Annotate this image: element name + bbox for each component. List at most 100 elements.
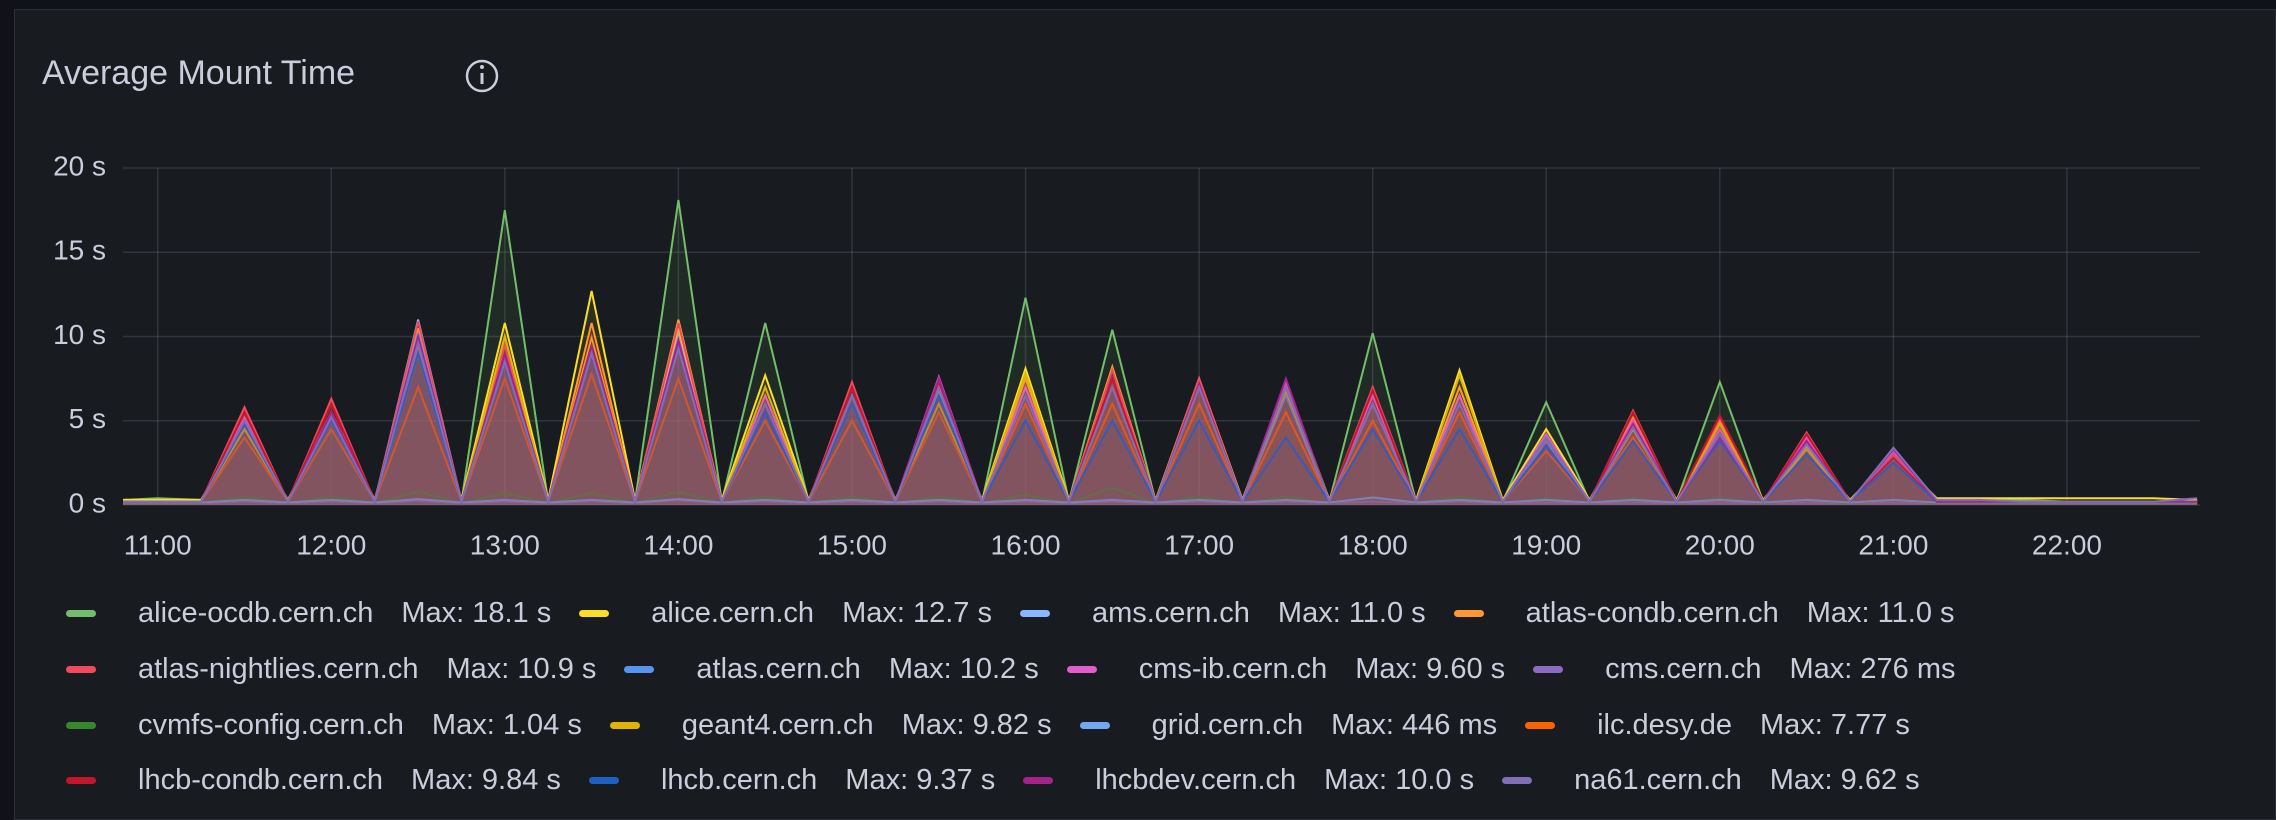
legend-max: Max: 10.0 s	[1324, 764, 1475, 796]
legend-name: na61.cern.ch	[1574, 764, 1742, 796]
y-tick-label: 15 s	[53, 235, 106, 266]
legend-max: Max: 11.0 s	[1277, 597, 1426, 629]
series-line	[123, 339, 2198, 506]
legend-name: cms-ib.cern.ch	[1138, 653, 1328, 685]
legend-row: alice-ocdb.cern.ch Max: 18.1 s alice.cern.…	[66, 597, 1983, 630]
series-area	[123, 319, 2198, 505]
legend-name: atlas.cern.ch	[696, 653, 861, 685]
legend-max: Max: 9.84 s	[411, 764, 561, 796]
legend-max: Max: 10.9 s	[446, 653, 597, 685]
legend-swatch	[588, 777, 619, 784]
legend-name: lhcb.cern.ch	[660, 764, 818, 796]
legend-max: Max: 276 ms	[1789, 653, 1956, 685]
legend-swatch	[1525, 722, 1556, 729]
legend-name: ams.cern.ch	[1091, 597, 1250, 629]
legend-entry[interactable]: cms-ib.cern.ch Max: 9.60 s	[1066, 653, 1506, 686]
legend-max: Max: 7.77 s	[1759, 709, 1910, 741]
legend-max: Max: 9.82 s	[901, 709, 1052, 741]
legend-name: alice-ocdb.cern.ch	[138, 597, 374, 629]
legend-entry[interactable]: ams.cern.ch Max: 11.0 s	[1019, 597, 1426, 630]
legend-name: grid.cern.ch	[1151, 709, 1304, 741]
x-tick-label: 15:00	[817, 529, 887, 560]
legend-name: atlas-nightlies.cern.ch	[138, 653, 419, 685]
legend-row: lhcb-condb.cern.ch Max: 9.84 s lhcb.cern.c…	[66, 764, 1948, 797]
legend-max: Max: 9.62 s	[1769, 764, 1920, 796]
legend-swatch	[66, 777, 96, 784]
legend-entry[interactable]: na61.cern.ch Max: 9.62 s	[1502, 764, 1920, 797]
legend-name: atlas-condb.cern.ch	[1525, 597, 1779, 629]
info-dot	[480, 65, 484, 69]
legend-entry[interactable]: geant4.cern.ch Max: 9.82 s	[609, 709, 1052, 742]
legend-entry[interactable]: cms.cern.ch Max: 276 ms	[1533, 653, 1956, 686]
legend-name: lhcb-condb.cern.ch	[138, 764, 384, 796]
series-area	[123, 333, 2198, 505]
legend-entry[interactable]: lhcb-condb.cern.ch Max: 9.84 s	[66, 764, 561, 797]
legend-entry[interactable]: atlas.cern.ch Max: 10.2 s	[624, 653, 1039, 686]
legend-max: Max: 11.0 s	[1806, 597, 1955, 629]
series	[123, 339, 2198, 506]
info-icon[interactable]	[465, 59, 499, 93]
legend-entry[interactable]: alice.cern.ch Max: 12.7 s	[579, 597, 992, 630]
legend-entry[interactable]: lhcb.cern.ch Max: 9.37 s	[588, 764, 996, 797]
x-tick-label: 22:00	[2032, 529, 2102, 560]
legend-swatch	[1079, 722, 1110, 729]
panel-title: Average Mount Time	[42, 54, 356, 92]
series-area	[123, 343, 2198, 505]
legend-entry[interactable]: atlas-condb.cern.ch Max: 11.0 s	[1453, 597, 1955, 630]
x-tick-label: 16:00	[991, 529, 1061, 560]
legend-max: Max: 1.04 s	[431, 709, 582, 741]
x-tick-label: 20:00	[1685, 529, 1755, 560]
info-circle	[465, 59, 499, 93]
legend-name: cms.cern.ch	[1605, 653, 1762, 685]
legend-entry[interactable]: alice-ocdb.cern.ch Max: 18.1 s	[66, 597, 551, 630]
panel	[14, 9, 2276, 820]
legend-row: atlas-nightlies.cern.ch Max: 10.9 s atlas.…	[66, 653, 1984, 686]
legend-swatch	[66, 722, 96, 729]
legend-swatch	[1453, 610, 1484, 617]
legend-swatch	[1023, 777, 1054, 784]
x-tick-label: 11:00	[124, 529, 192, 560]
legend-name: geant4.cern.ch	[681, 709, 874, 741]
series-area	[123, 339, 2198, 505]
legend-max: Max: 12.7 s	[842, 597, 992, 629]
series-area	[123, 200, 2198, 505]
legend-swatch	[624, 666, 655, 673]
legend-swatch	[579, 610, 610, 617]
series-area	[123, 487, 2198, 505]
legend-name: alice.cern.ch	[651, 597, 815, 629]
series-area	[123, 291, 2198, 505]
legend-max: Max: 446 ms	[1331, 709, 1498, 741]
x-tick-label: 18:00	[1338, 529, 1408, 560]
x-tick-label: 19:00	[1511, 529, 1581, 560]
legend-swatch	[1502, 777, 1533, 784]
legend-entry[interactable]: cvmfs-config.cern.ch Max: 1.04 s	[66, 709, 582, 742]
legend-max: Max: 18.1 s	[401, 597, 552, 629]
legend-swatch	[1533, 666, 1564, 673]
legend-entry[interactable]: ilc.desy.de Max: 7.77 s	[1525, 709, 1910, 742]
series-area	[123, 336, 2198, 505]
x-tick-label: 12:00	[296, 529, 366, 560]
series-area	[123, 347, 2198, 505]
legend-name: ilc.desy.de	[1597, 709, 1732, 741]
series-area	[123, 374, 2198, 505]
legend-max: Max: 9.60 s	[1355, 653, 1506, 685]
legend-swatch	[609, 722, 640, 729]
y-tick-label: 20 s	[53, 150, 106, 181]
legend-name: lhcbdev.cern.ch	[1095, 764, 1297, 796]
legend-entry[interactable]: atlas-nightlies.cern.ch Max: 10.9 s	[66, 653, 596, 686]
legend-max: Max: 10.2 s	[888, 653, 1039, 685]
series-area	[123, 342, 2198, 505]
legend-row: cvmfs-config.cern.ch Max: 1.04 s geant4.ce…	[66, 709, 1938, 742]
legend-swatch	[66, 610, 96, 617]
y-tick-label: 10 s	[53, 319, 106, 350]
legend-entry[interactable]: grid.cern.ch Max: 446 ms	[1079, 709, 1498, 742]
x-tick-label: 17:00	[1164, 529, 1234, 560]
x-tick-label: 14:00	[643, 529, 713, 560]
y-tick-label: 0 s	[69, 487, 106, 518]
legend-swatch	[1066, 666, 1097, 673]
legend-max: Max: 9.37 s	[845, 764, 996, 796]
legend-entry[interactable]: lhcbdev.cern.ch Max: 10.0 s	[1023, 764, 1474, 797]
x-tick-label: 13:00	[470, 529, 540, 560]
